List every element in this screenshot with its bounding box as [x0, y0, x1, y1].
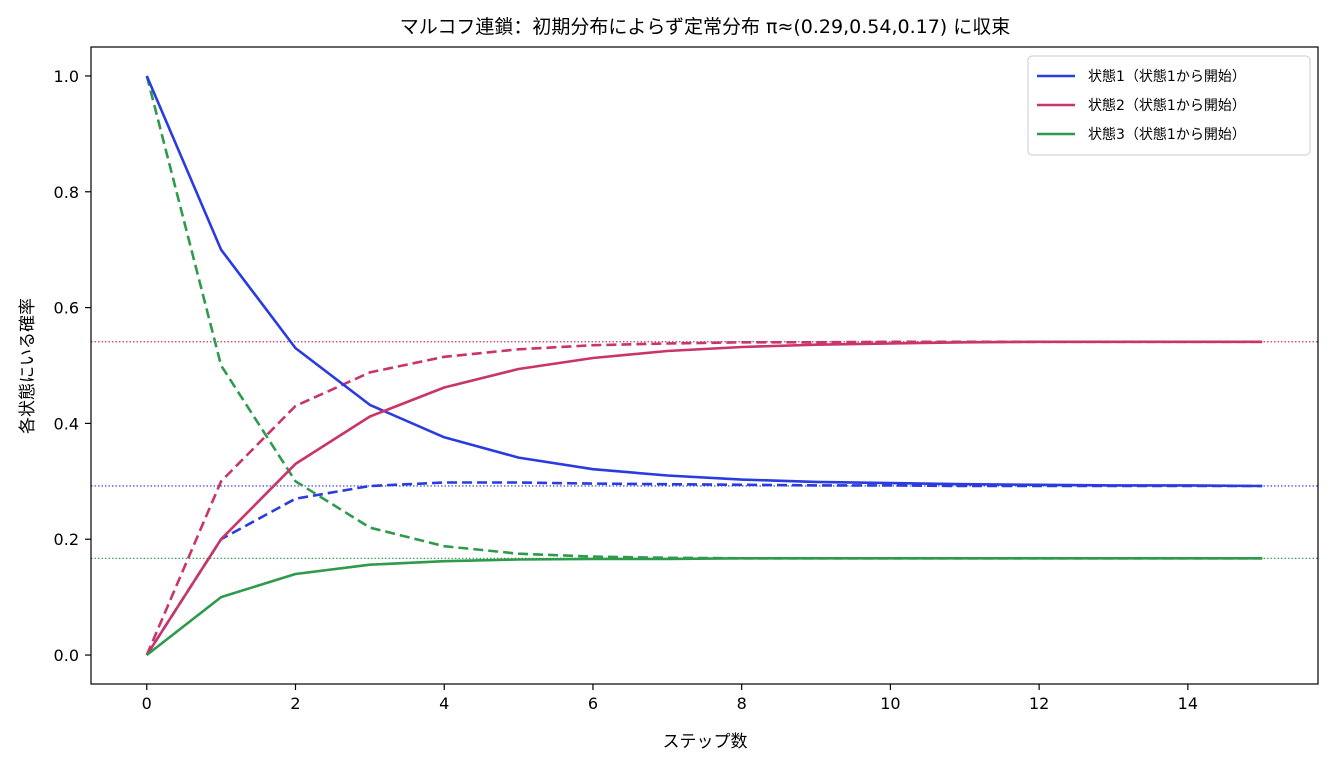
x-tick-label: 0 [142, 694, 152, 713]
legend-entry: 状態1（状態1から開始） [1088, 69, 1246, 85]
x-tick-label: 2 [290, 694, 300, 713]
y-tick-label: 0.0 [54, 646, 79, 665]
x-tick-label: 8 [737, 694, 747, 713]
plot-frame [90, 46, 1319, 685]
legend-entry: 状態3（状態1から開始） [1088, 127, 1246, 143]
x-tick-label: 4 [439, 694, 449, 713]
x-axis-label: ステップ数 [663, 732, 748, 752]
series-line-4-dashed [145, 481, 1263, 656]
y-tick-label: 0.6 [54, 299, 79, 318]
y-axis-label: 各状態にいる確率 [18, 298, 38, 434]
y-tick-label: 1.0 [54, 67, 79, 86]
legend-entry: 状態2（状態1から開始） [1088, 98, 1246, 114]
x-tick-label: 12 [1029, 694, 1049, 713]
x-tick-label: 6 [588, 694, 598, 713]
plot-area [91, 75, 1318, 657]
axis-ticks: 0 2 4 6 8 10 12 14 0.0 0.2 0.4 0.6 0.8 1.0 [54, 67, 1198, 713]
x-tick-label: 10 [880, 694, 900, 713]
y-tick-label: 0.8 [54, 183, 79, 202]
series-line-1-solid [145, 75, 1263, 488]
y-tick-label: 0.4 [54, 414, 79, 433]
series-line-5-dashed [145, 340, 1263, 656]
y-tick-label: 0.2 [54, 530, 79, 549]
series-line-2-solid [145, 340, 1263, 656]
x-tick-label: 14 [1178, 694, 1198, 713]
chart-title: マルコフ連鎖：初期分布によらず定常分布 π≈(0.29,0.54,0.17) に… [400, 16, 1011, 38]
legend: 状態1（状態1から開始） 状態2（状態1から開始） 状態3（状態1から開始） [1027, 55, 1311, 156]
legend-box [1027, 55, 1311, 156]
series-line-3-solid [146, 556, 1263, 657]
